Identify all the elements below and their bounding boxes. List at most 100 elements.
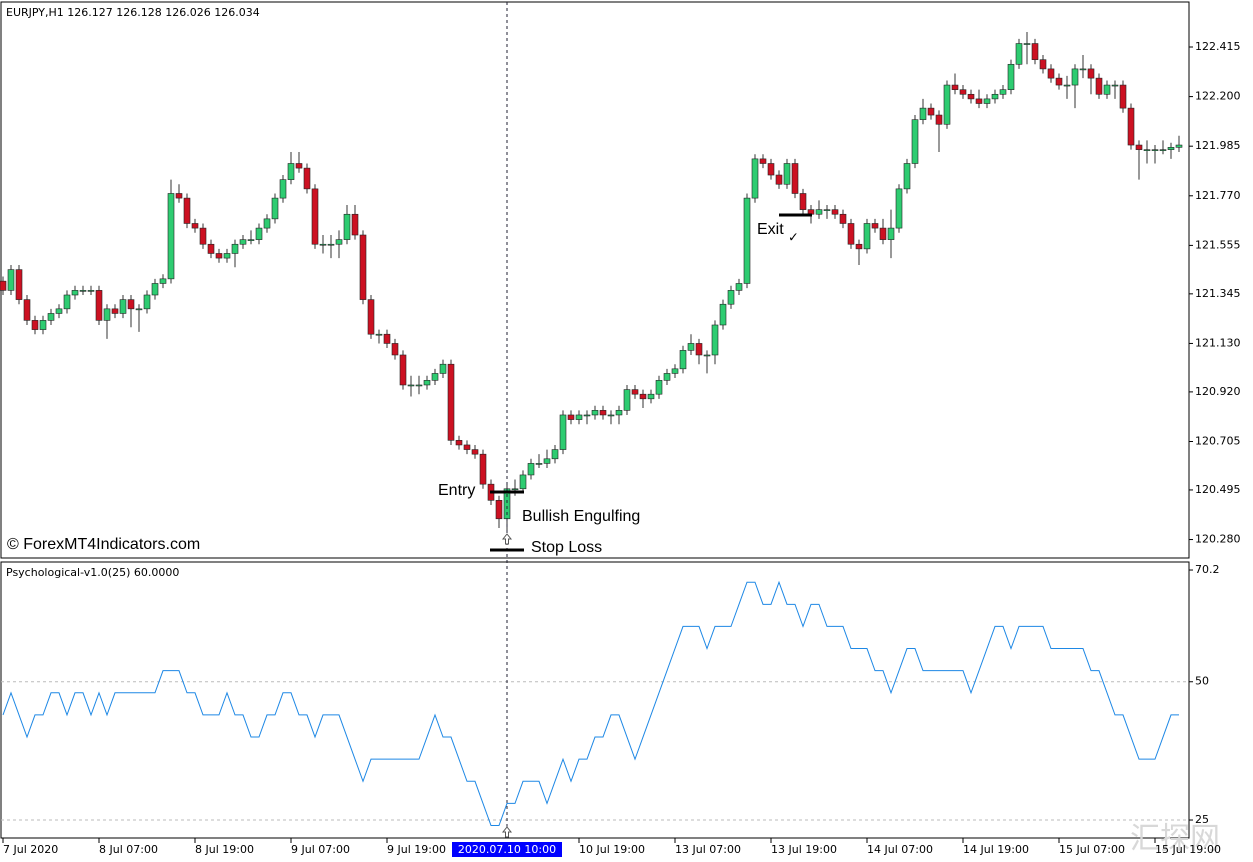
x-tick-label: 10 Jul 19:00 — [579, 843, 645, 856]
indicator-title: Psychological-v1.0(25) 60.0000 — [6, 566, 179, 579]
candle-body — [63, 294, 71, 310]
candle-body — [559, 414, 567, 450]
x-tick-label: 14 Jul 07:00 — [867, 843, 933, 856]
candle-body — [1159, 149, 1167, 151]
candle-body — [1095, 77, 1103, 95]
candle-body — [1055, 77, 1063, 86]
y-tick-label: 120.920 — [1195, 385, 1241, 398]
candle-body — [679, 350, 687, 370]
candle-body — [167, 193, 175, 280]
candle-body — [727, 290, 735, 305]
candle-body — [191, 223, 199, 229]
y-tick-label: 121.985 — [1195, 139, 1241, 152]
candle-body — [935, 114, 943, 125]
candle-body — [159, 278, 167, 284]
candle-body — [951, 84, 959, 90]
x-tick-label: 15 Jul 07:00 — [1059, 843, 1125, 856]
x-tick-label: 8 Jul 07:00 — [99, 843, 158, 856]
candle-body — [55, 308, 63, 314]
candle-body — [775, 174, 783, 185]
candle-body — [751, 158, 759, 199]
annotation: Entry — [438, 482, 475, 499]
candle-body — [1135, 144, 1143, 150]
candle-body — [887, 227, 895, 240]
candle-body — [551, 449, 559, 460]
candle-body — [999, 89, 1007, 95]
y-tick-label: 50 — [1195, 675, 1209, 688]
candle-body — [1119, 84, 1127, 109]
candle-body — [447, 363, 455, 441]
candle-body — [367, 299, 375, 335]
candle-body — [975, 98, 983, 104]
candle-body — [1127, 107, 1135, 146]
x-tick-label: 8 Jul 19:00 — [195, 843, 254, 856]
candle-body — [575, 414, 583, 420]
annotation: Exit — [757, 221, 784, 238]
candle-body — [1087, 68, 1095, 79]
y-tick-label: 120.495 — [1195, 483, 1241, 496]
candle-body — [991, 93, 999, 100]
candle-body — [1143, 149, 1151, 151]
candle-body — [215, 253, 223, 259]
candle-body — [351, 213, 359, 236]
y-tick-label: 120.705 — [1195, 434, 1241, 447]
candle-body — [143, 294, 151, 310]
candle-body — [1063, 84, 1071, 87]
y-tick-label: 121.770 — [1195, 189, 1241, 202]
candle-body — [839, 213, 847, 224]
candle-body — [607, 414, 615, 417]
candle-body — [583, 414, 591, 417]
candle-body — [967, 93, 975, 100]
y-tick-label: 25 — [1195, 813, 1209, 826]
candle-body — [1007, 63, 1015, 90]
y-tick-label: 70.2 — [1195, 563, 1220, 576]
candle-body — [383, 333, 391, 344]
candle-body — [599, 410, 607, 416]
candle-body — [247, 239, 255, 241]
candle-body — [319, 243, 327, 246]
x-tick-label: 9 Jul 19:00 — [387, 843, 446, 856]
candle-body — [295, 163, 303, 169]
candle-body — [919, 107, 927, 120]
candle-body — [439, 363, 447, 374]
candle-body — [1079, 68, 1087, 71]
candle-body — [615, 410, 623, 416]
candle-body — [1031, 43, 1039, 60]
candle-body — [847, 223, 855, 245]
candle-body — [303, 167, 311, 190]
crosshair-label: 2020.07.10 10:00 — [458, 843, 556, 856]
candle-body — [271, 197, 279, 220]
price-panel — [0, 1, 1190, 559]
candle-body — [327, 243, 335, 246]
candle-body — [1039, 59, 1047, 70]
candle-body — [519, 474, 527, 490]
candle-body — [687, 343, 695, 351]
y-tick-label: 121.130 — [1195, 336, 1241, 349]
arrow-icon — [501, 533, 513, 545]
candle-body — [255, 227, 263, 240]
candle-body — [31, 320, 39, 330]
candle-body — [535, 463, 543, 465]
candle-body — [1015, 43, 1023, 65]
candle-body — [207, 243, 215, 254]
candle-body — [15, 269, 23, 300]
watermark: © ForexMT4Indicators.com — [7, 536, 200, 553]
candle-body — [463, 444, 471, 450]
y-tick-label: 120.280 — [1195, 533, 1241, 546]
candle-body — [783, 163, 791, 185]
candle-body — [95, 290, 103, 321]
candle-body — [663, 373, 671, 381]
candle-body — [703, 354, 711, 357]
candle-body — [239, 239, 247, 245]
candle-body — [791, 163, 799, 194]
candle-body — [1103, 84, 1111, 95]
x-tick-label: 7 Jul 2020 — [3, 843, 58, 856]
candle-body — [47, 313, 55, 321]
candle-body — [151, 283, 159, 296]
candle-body — [943, 84, 951, 125]
candle-body — [431, 373, 439, 381]
x-tick-label: 13 Jul 07:00 — [675, 843, 741, 856]
candle-body — [911, 119, 919, 164]
candle-body — [79, 290, 87, 292]
